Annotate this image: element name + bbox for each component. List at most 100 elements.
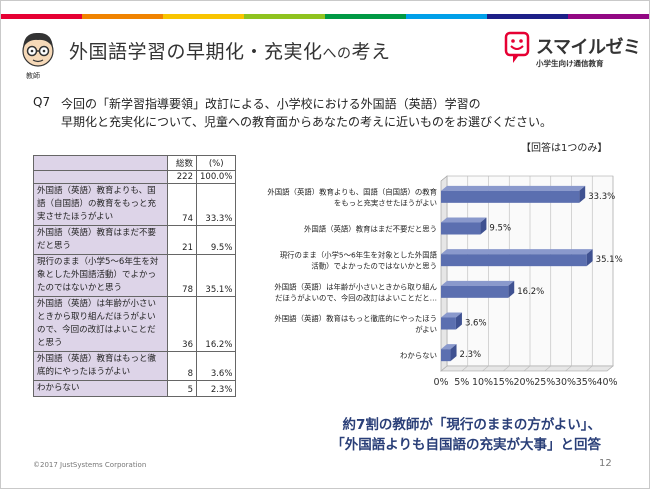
bar (441, 254, 587, 267)
category-label: をもっと充実させたほうがよい (334, 198, 437, 207)
bar-top (441, 217, 487, 223)
bar (441, 222, 481, 235)
table-row: わからない 5 2.3% (33, 380, 237, 397)
gridline-floor (565, 365, 572, 372)
category-label: わからない (400, 351, 437, 360)
bar (441, 317, 456, 330)
table-row: 外国語（英語）は年齢が小さいときから取り組んだほうがよいので、今回の改訂はよいこ… (33, 296, 237, 352)
bar-chart: 0% 5% 10% 15% 20% 25% 30% 35% 40% 33.3% 外国語（英語）教育よ… (267, 175, 623, 388)
row-count: 21 (167, 225, 197, 255)
data-label: 33.3% (588, 192, 615, 202)
question-number: Q7 (33, 95, 51, 109)
page-title: 外国語学習の早期化・充実化への考え (69, 37, 391, 64)
gridline-floor (544, 365, 551, 372)
color-stripe-segment (487, 14, 568, 19)
conclusion-line-2: 「外国語よりも自国語の充実が大事」と回答 (331, 437, 601, 453)
data-label: 9.5% (489, 224, 511, 234)
header-pct: (%) (195, 155, 237, 171)
x-tick-label: 0% (433, 377, 448, 388)
page-number: 12 (599, 458, 612, 469)
color-stripe-segment (325, 14, 406, 19)
table-row: 現行のまま（小学5～6年生を対象とした外国語活動）でよかったのではないかと思う … (33, 254, 237, 297)
x-tick-label: 10% (472, 377, 493, 388)
answer-note: 【回答は1つのみ】 (521, 143, 608, 154)
gridline-floor (461, 365, 468, 372)
teacher-avatar-icon (22, 32, 54, 67)
row-label: わからない (33, 380, 168, 397)
x-tick-label: 5% (454, 377, 469, 388)
data-label: 16.2% (517, 287, 544, 297)
row-label: 外国語（英語）教育はまだ不要だと思う (33, 225, 168, 255)
row-count: 8 (167, 351, 197, 381)
row-label: 外国語（英語）は年齢が小さいときから取り組んだほうがよいので、今回の改訂はよいこ… (33, 296, 168, 352)
bar-top (441, 185, 586, 191)
smile-logo-icon (504, 31, 530, 63)
bar-side (579, 185, 586, 203)
table-row: 外国語（英語）教育はもっと徹底的にやったほうがよい 8 3.6% (33, 351, 237, 381)
color-stripe-segment (568, 14, 649, 19)
color-stripe-segment (82, 14, 163, 19)
color-stripe-segment (163, 14, 244, 19)
category-label: 現行のまま（小学5～6年生を対象とした外国語 (280, 251, 438, 260)
bar (441, 285, 509, 298)
conclusion-line-1: 約7割の教師が「現行のままの方がよい」、 (342, 417, 601, 433)
logo-name: スマイルゼミ (536, 37, 641, 58)
gridline-floor (586, 365, 593, 372)
row-label: 現行のまま（小学5～6年生を対象とした外国語活動）でよかったのではないかと思う (33, 254, 168, 297)
category-label: 活動）でよかったのではないかと思う (311, 262, 437, 271)
row-count: 36 (167, 296, 197, 352)
question-line-2: 早期化と充実化について、児童への教育面からあなたの考えに近いものをお選びください… (61, 115, 553, 129)
row-label: 外国語（英語）教育よりも、国語（自国語）の教育をもっと充実させたほうがよい (33, 183, 168, 226)
table-row: 外国語（英語）教育はまだ不要だと思う 21 9.5% (33, 225, 237, 255)
color-stripe-segment (1, 14, 82, 19)
copyright: ©2017 JustSystems Corporation (33, 461, 147, 469)
bar-top (441, 280, 515, 286)
table-header-row: 総数 (%) (33, 155, 237, 171)
gridline-floor (440, 365, 448, 372)
x-tick-label: 30% (555, 377, 576, 388)
color-stripe-segment (244, 14, 325, 19)
gridline-floor (482, 365, 489, 372)
gridline-floor (523, 365, 531, 372)
category-label: 外国語（英語）教育よりも、国語（自国語）の教育 (267, 187, 437, 196)
logo-subtitle: 小学生向け通信教育 (536, 59, 604, 68)
row-label: 外国語（英語）教育はもっと徹底的にやったほうがよい (33, 351, 168, 381)
category-label: 外国語（英語）教育はもっと徹底的にやったほう (274, 314, 437, 323)
x-tick-label: 15% (493, 377, 514, 388)
title-end: 考え (351, 41, 391, 63)
row-count: 78 (167, 254, 197, 297)
row-count: 74 (167, 183, 197, 226)
bar-side (586, 249, 593, 267)
gridline-floor (606, 365, 614, 372)
bar (441, 349, 451, 362)
color-stripe (1, 14, 649, 19)
x-tick-label: 40% (596, 377, 617, 388)
bar-top (441, 312, 462, 318)
color-stripe-segment (406, 14, 487, 19)
question-line-1: 今回の「新学習指導要領」改訂による、小学校における外国語（英語）学習の (61, 97, 481, 111)
category-label: がよい (415, 325, 437, 334)
total-count: 222 (167, 170, 197, 184)
row-pct: 2.3% (195, 380, 237, 397)
x-tick-label: 35% (576, 377, 597, 388)
data-label: 35.1% (596, 255, 623, 265)
results-table: 総数 (%) 222 100.0% 外国語（英語）教育よりも、国語（自国語）の教… (33, 155, 237, 397)
table-total-row: 222 100.0% (33, 170, 237, 184)
data-label: 3.6% (465, 319, 487, 329)
row-pct: 9.5% (195, 225, 237, 255)
title-main: 外国語学習の早期化・充実化 (69, 41, 323, 63)
bar-side (480, 217, 487, 235)
category-label: 外国語（英語）教育はまだ不要だと思う (304, 225, 437, 234)
bar-top (441, 344, 457, 350)
header-count: 総数 (167, 155, 197, 171)
avatar-label: 教師 (26, 72, 40, 80)
row-pct: 16.2% (195, 296, 237, 352)
category-label: 外国語（英語）は年齢が小さいときから取り組ん (274, 282, 437, 291)
bar-side (450, 344, 457, 362)
row-pct: 3.6% (195, 351, 237, 381)
x-tick-label: 20% (513, 377, 534, 388)
row-count: 5 (167, 380, 197, 397)
bar (441, 190, 580, 203)
table-row: 外国語（英語）教育よりも、国語（自国語）の教育をもっと充実させたほうがよい 74… (33, 183, 237, 226)
title-particle: への (322, 46, 352, 62)
